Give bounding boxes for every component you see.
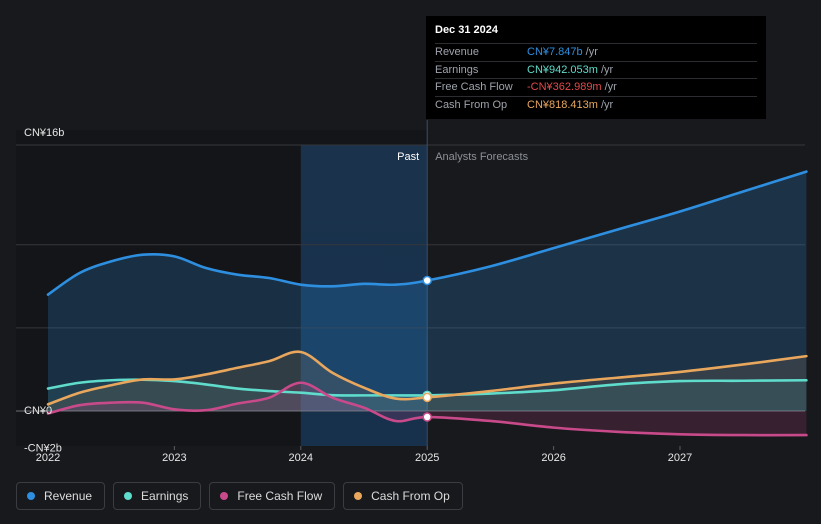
line-revenue [46,170,808,296]
tooltip-value: CN¥942.053m [527,63,598,76]
tooltip-label: Revenue [435,46,480,59]
legend-label: Free Cash Flow [237,489,323,503]
tooltip-unit: /yr [604,81,617,94]
x-tick-label: 2027 [668,452,692,464]
legend-dot-icon [220,492,229,500]
x-tick-label: 2024 [289,452,313,464]
legend-label: Revenue [44,489,93,503]
tooltip-unit: /yr [600,98,614,111]
past-label: Past [397,151,419,163]
tooltip-unit: /yr [585,46,598,59]
x-tick-label: 2025 [415,452,439,464]
tooltip-row-revenue: Revenue CN¥7.847b /yr [435,43,757,61]
tooltip-value: CN¥7.847b [527,46,583,59]
legend-label: Earnings [141,489,189,503]
tooltip-value: -CN¥362.989m [527,81,602,94]
area-revenue [48,171,807,411]
tooltip-row-earnings: Earnings CN¥942.053m /yr [435,60,757,79]
tooltip-unit: /yr [600,63,614,76]
legend: Revenue Earnings Free Cash Flow Cash Fro… [16,482,463,510]
tooltip-label: Cash From Op [435,98,508,111]
x-tick-label: 2023 [162,452,186,464]
marker-revenue [422,275,432,286]
x-tick-label: 2026 [541,452,565,464]
legend-item-cash-from-op[interactable]: Cash From Op [343,482,463,510]
marker-cash-from-op [422,392,432,403]
tooltip-row-free-cash-flow: Free Cash Flow -CN¥362.989m /yr [435,78,757,96]
tooltip-label: Earnings [435,63,479,76]
forecast-label: Analysts Forecasts [435,151,528,163]
tooltip-row-cash-from-op: Cash From Op CN¥818.413m /yr [435,95,757,114]
area-free-cash-flow [48,382,807,436]
x-tick-label: 2022 [36,452,60,464]
legend-dot-icon [124,492,133,500]
line-free-cash-flow [46,381,808,437]
legend-label: Cash From Op [371,489,450,503]
tooltip: Dec 31 2024 Revenue CN¥7.847b /yr Earnin… [426,16,766,119]
tooltip-label: Free Cash Flow [435,81,513,94]
legend-item-earnings[interactable]: Earnings [113,482,202,510]
y-tick-label: -CN¥2b [24,442,62,454]
tooltip-value: CN¥818.413m [527,98,598,111]
tooltip-date: Dec 31 2024 [435,24,498,36]
y-tick-label: CN¥16b [24,127,64,139]
line-cash-from-op [46,350,808,406]
y-tick-label: CN¥0 [24,405,52,417]
legend-item-revenue[interactable]: Revenue [16,482,106,510]
area-cash-from-op [48,351,807,411]
legend-dot-icon [27,492,35,500]
legend-dot-icon [354,492,363,500]
legend-item-free-cash-flow[interactable]: Free Cash Flow [209,482,336,510]
marker-free-cash-flow [422,412,432,422]
